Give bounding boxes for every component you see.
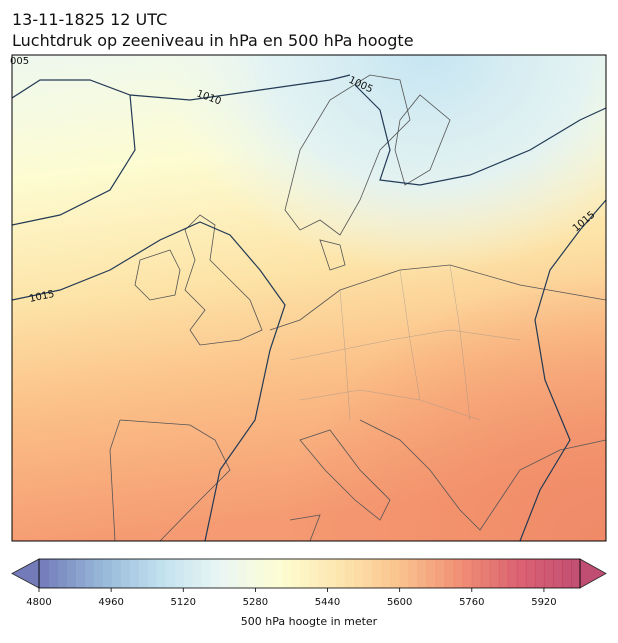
colorbar-segment <box>399 559 410 588</box>
colorbar-tick-label: 5920 <box>531 597 556 608</box>
colorbar-segment <box>561 559 572 588</box>
colorbar-segment <box>507 559 518 588</box>
colorbar-segment <box>444 559 455 588</box>
colorbar-segment <box>120 559 130 588</box>
colorbar-tick-label: 4960 <box>98 597 123 608</box>
colorbar-segment <box>489 559 500 588</box>
colorbar-tick-label: 4800 <box>26 597 51 608</box>
colorbar-segment <box>84 559 94 588</box>
colorbar-segment <box>246 559 256 588</box>
colorbar-segment <box>345 559 356 588</box>
colorbar-segment <box>228 559 238 588</box>
colorbar-segment <box>525 559 536 588</box>
colorbar-segment <box>66 559 76 588</box>
colorbar-segment <box>156 559 166 588</box>
colorbar-tick-label: 5600 <box>387 597 412 608</box>
colorbar-segment <box>363 559 374 588</box>
colorbar-segment <box>354 559 365 588</box>
colorbar-segment <box>147 559 157 588</box>
colorbar-segment <box>255 559 265 588</box>
isobar-label: 1015 <box>28 289 55 305</box>
colorbar-tick-label: 5280 <box>243 597 268 608</box>
map <box>12 55 606 541</box>
colorbar-segment <box>390 559 401 588</box>
colorbar-segment <box>192 559 202 588</box>
colorbar-segment <box>336 559 347 588</box>
colorbar-segment <box>75 559 85 588</box>
colorbar-segment <box>426 559 437 588</box>
colorbar-segment <box>534 559 545 588</box>
coastlines <box>109 74 606 541</box>
map-frame <box>11 54 607 542</box>
colorbar-segment <box>318 559 329 588</box>
height-field-high <box>12 55 606 541</box>
colorbar-extend-low <box>11 558 40 589</box>
colorbar-segment <box>183 559 193 588</box>
colorbar-frame <box>38 558 581 589</box>
colorbar-tick-label: 5120 <box>171 597 196 608</box>
colorbar-segment <box>570 559 581 588</box>
colorbar-segment <box>552 559 563 588</box>
colorbar-extend-high <box>579 558 607 589</box>
borders <box>289 264 521 421</box>
colorbar-tick-label: 5760 <box>459 597 484 608</box>
isobar-label: 005 <box>10 56 29 67</box>
colorbar-segment <box>210 559 220 588</box>
colorbar-segment <box>435 559 446 588</box>
colorbar-tick-label: 5440 <box>315 597 340 608</box>
colorbar-segment <box>372 559 383 588</box>
colorbar-segment <box>291 559 301 588</box>
colorbar-segment <box>543 559 554 588</box>
title: 13-11-1825 12 UTC <box>12 10 167 29</box>
colorbar-segment <box>237 559 247 588</box>
colorbar-segment <box>264 559 274 588</box>
colorbar-segment <box>93 559 103 588</box>
colorbar-segment <box>453 559 464 588</box>
colorbar-segment <box>39 559 49 588</box>
colorbar-segment <box>201 559 211 588</box>
colorbar-segment <box>417 559 428 588</box>
colorbar-segment <box>138 559 148 588</box>
isobars <box>12 74 606 541</box>
colorbar: 4800 4960 5120 5280 5440 5600 5760 5920 <box>11 558 607 608</box>
colorbar-segment <box>327 559 338 588</box>
colorbar-segment <box>408 559 419 588</box>
colorbar-segment <box>57 559 67 588</box>
colorbar-segment <box>111 559 121 588</box>
subtitle: Luchtdruk op zeeniveau in hPa en 500 hPa… <box>12 31 414 50</box>
colorbar-segment <box>282 559 292 588</box>
colorbar-segment <box>48 559 58 588</box>
colorbar-segment <box>129 559 139 588</box>
colorbar-segment <box>381 559 392 588</box>
colorbar-segment <box>309 559 320 588</box>
colorbar-label: 500 hPa hoogte in meter <box>241 615 378 628</box>
colorbar-segment <box>174 559 184 588</box>
colorbar-segment <box>480 559 491 588</box>
colorbar-segment <box>462 559 473 588</box>
colorbar-segment <box>165 559 175 588</box>
colorbar-segment <box>273 559 283 588</box>
colorbar-segment <box>498 559 509 588</box>
colorbar-segment <box>516 559 527 588</box>
colorbar-segment <box>300 559 310 588</box>
colorbar-segment <box>219 559 229 588</box>
colorbar-segment <box>471 559 482 588</box>
colorbar-segment <box>102 559 112 588</box>
